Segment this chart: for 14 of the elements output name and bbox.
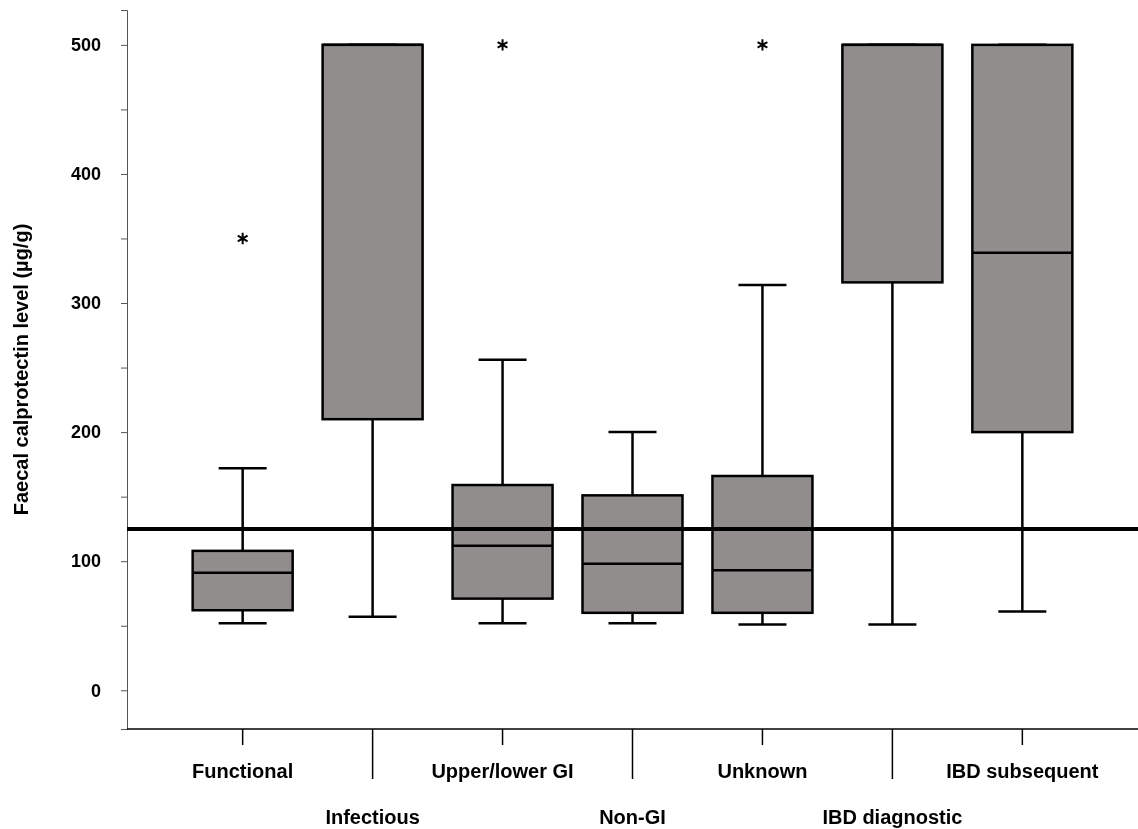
y-tick-label: 400 [70,164,101,185]
y-tick-label: 0 [90,680,101,701]
x-tick-label: IBD diagnostic [822,806,963,828]
y-tick-label: 100 [70,551,101,572]
x-tick-label: Functional [192,760,294,782]
y-axis-title: Faecal calprotectin level (µg/g) [10,223,32,516]
x-tick-label: Unknown [717,760,808,782]
x-tick-label: Upper/lower GI [431,760,574,782]
x-tick-label: IBD subsequent [946,760,1099,782]
x-tick-label: Non-GI [599,806,666,828]
y-tick-label: 300 [70,293,101,314]
x-tick-label: Infectious [325,806,420,828]
y-tick-label: 200 [70,422,101,443]
y-tick-label: 500 [70,35,101,56]
